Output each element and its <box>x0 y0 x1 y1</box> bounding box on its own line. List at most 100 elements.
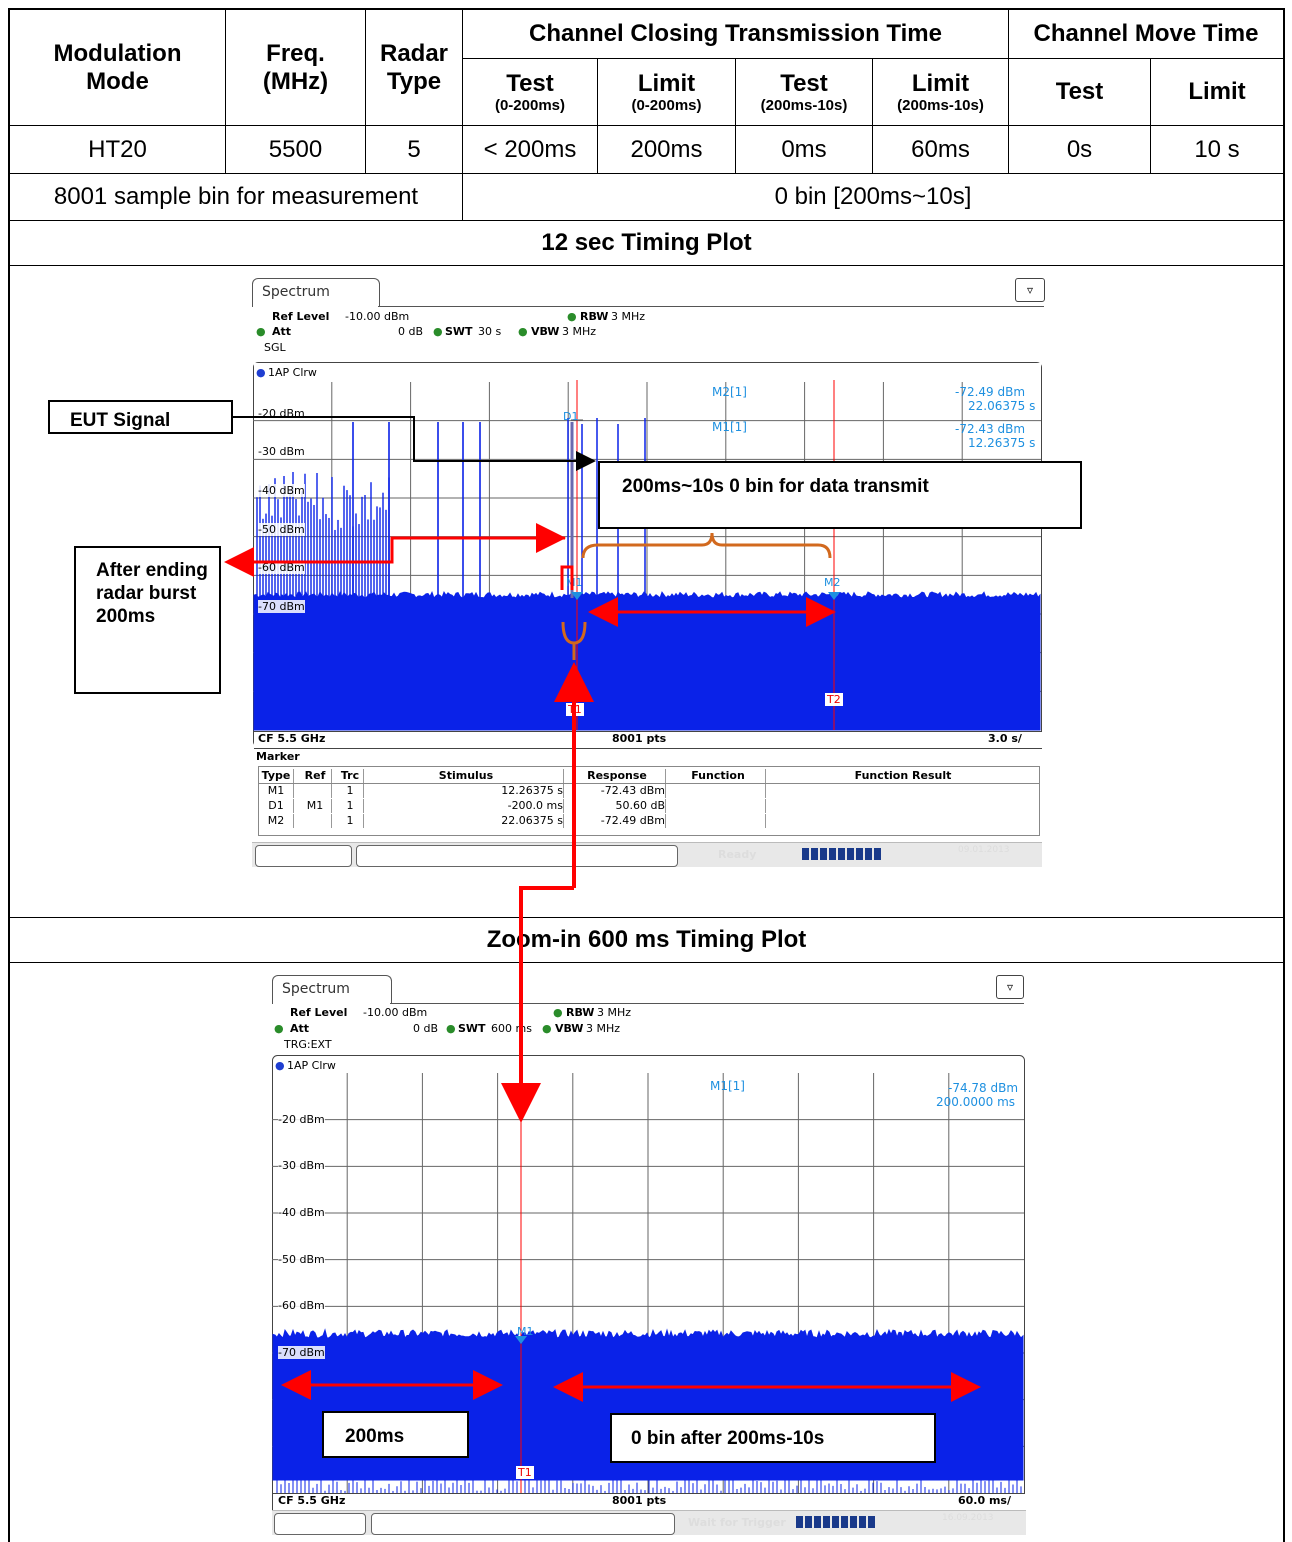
header-channel-move: Channel Move Time <box>1033 20 1259 48</box>
marker-table-cell: 1 <box>337 799 364 813</box>
ref-level-value: -10.00 dBm <box>345 310 410 323</box>
t1-flag-2: T1 <box>516 1466 534 1479</box>
swt-value: 30 s <box>478 325 502 338</box>
after-burst-arrow <box>224 536 565 577</box>
sweep-mode: SGL <box>264 341 286 354</box>
m1-readout-level: -72.43 dBm <box>955 422 1026 436</box>
marker-table-header: Trc <box>337 769 364 783</box>
plot2-title: Zoom-in 600 ms Timing Plot <box>486 926 807 953</box>
marker-table-cell <box>671 799 766 813</box>
spectrum-tab-2[interactable]: Spectrum <box>272 975 392 1004</box>
vbw-indicator-icon: ● <box>518 325 528 338</box>
after-burst-callout: After ending radar burst 200ms <box>74 546 221 694</box>
plot1-title: 12 sec Timing Plot <box>541 229 752 256</box>
trace-label-2: 1AP Clrw <box>287 1059 336 1072</box>
cell-mode: HT20 <box>88 135 147 163</box>
rbw-value-2: 3 MHz <box>597 1006 632 1019</box>
m1-readout-label-2: M1[1] <box>710 1079 745 1093</box>
rbw-label-2: RBW <box>566 1006 595 1019</box>
marker-table-title: Marker <box>256 750 300 763</box>
burst-bracket <box>560 565 574 590</box>
marker-table-cell: M2 <box>259 814 294 828</box>
marker-table-cell: D1 <box>259 799 294 813</box>
marker-table-header: Ref <box>299 769 332 783</box>
status-field-left[interactable] <box>255 845 352 867</box>
eut-signal-callout: EUT Signal <box>48 400 233 434</box>
header-limit-long: Limit (200ms-10s) <box>897 69 984 115</box>
marker-table-cell: 1 <box>337 814 364 828</box>
vbw-label: VBW <box>531 325 560 338</box>
marker-table-cell: -200.0 ms <box>369 799 564 813</box>
sweep-points-2: 8001 pts <box>612 1494 667 1507</box>
m1-readout-level-2: -74.78 dBm <box>948 1081 1019 1095</box>
m1-readout-time-2: 200.0000 ms <box>936 1095 1016 1109</box>
ref-level-value-2: -10.00 dBm <box>363 1006 428 1019</box>
rbw-indicator-icon: ● <box>567 310 577 323</box>
sample-label: 8001 sample bin for measurement <box>53 183 419 210</box>
status-field-message[interactable] <box>356 845 678 867</box>
sweep-points: 8001 pts <box>612 732 667 745</box>
vbw-value-2: 3 MHz <box>586 1022 621 1035</box>
trace-label: 1AP Clrw <box>268 366 317 379</box>
header-modulation-mode: Modulation Mode <box>53 39 182 95</box>
marker-table-cell <box>671 784 766 798</box>
trace-indicator-icon-2: ● <box>275 1059 285 1072</box>
progress-bar-icon-2 <box>796 1516 876 1528</box>
status-field-left-2[interactable] <box>274 1513 366 1535</box>
y-axis-label-2: -50 dBm <box>278 1252 325 1266</box>
marker-table-cell <box>671 814 766 828</box>
cell-test-long: 0ms <box>781 135 827 163</box>
cell-freq: 5500 <box>268 135 323 163</box>
header-radar-type: Radar Type <box>379 39 449 95</box>
cell-move-limit: 10 s <box>1194 135 1240 163</box>
vbw-value: 3 MHz <box>562 325 597 338</box>
menu-dropdown-icon-2[interactable]: ▿ <box>996 975 1024 999</box>
center-frequency-2: CF 5.5 GHz <box>278 1494 346 1507</box>
att-value-2: 0 dB <box>413 1022 439 1035</box>
m1-flag-2: M1 <box>517 1325 534 1338</box>
callout-zero-bin-after: 0 bin after 200ms-10s <box>610 1413 936 1463</box>
header-test-long: Test (200ms-10s) <box>760 69 848 115</box>
trace-indicator-icon: ● <box>256 366 266 379</box>
cell-radar-type: 5 <box>407 135 421 163</box>
header-move-limit: Limit <box>1188 78 1246 106</box>
header-limit-short: Limit (0-200ms) <box>631 69 702 115</box>
callout-200ms: 200ms <box>322 1411 469 1458</box>
att-indicator-icon-2: ● <box>274 1022 284 1035</box>
rbw-value: 3 MHz <box>611 310 646 323</box>
marker-table-cell: M1 <box>259 784 294 798</box>
att-value: 0 dB <box>398 325 424 338</box>
marker-table-cell <box>299 784 332 798</box>
marker-table-cell: -72.43 dBm <box>569 784 666 798</box>
swt-indicator-icon-2: ● <box>446 1022 456 1035</box>
spectrum-tab[interactable]: Spectrum <box>252 278 380 307</box>
marker-table-header: Function <box>671 769 766 783</box>
vbw-indicator-icon-2: ● <box>542 1022 552 1035</box>
progress-bar-icon <box>802 848 882 860</box>
menu-dropdown-icon[interactable]: ▿ <box>1015 278 1045 302</box>
status-field-message-2[interactable] <box>371 1513 675 1535</box>
cell-limit-long: 60ms <box>911 135 970 163</box>
marker-table-header: Stimulus <box>369 769 564 783</box>
swt-label-2: SWT <box>458 1022 486 1035</box>
m2-readout-level: -72.49 dBm <box>955 385 1026 399</box>
marker-table-cell <box>299 814 332 828</box>
m1-readout-time: 12.26375 s <box>968 436 1036 450</box>
y-axis-label-2: -40 dBm <box>278 1206 325 1219</box>
instrument-date-2: 16.09.2013 <box>942 1513 994 1523</box>
instrument-status: Ready <box>718 848 757 861</box>
connector-down-arrow <box>501 886 574 1123</box>
y-axis-label-2: -30 dBm <box>278 1159 325 1173</box>
y-axis-label: -50 dBm <box>258 522 305 536</box>
y-axis-label: -70 dBm <box>258 600 305 613</box>
y-axis-label-2: -60 dBm <box>278 1299 325 1313</box>
swt-label: SWT <box>445 325 473 338</box>
plot1-graph <box>253 362 1042 747</box>
m1-readout-label: M1[1] <box>712 420 747 434</box>
t2-flag: T2 <box>825 693 843 706</box>
marker-table-cell: 22.06375 s <box>369 814 564 828</box>
m2-readout-time: 22.06375 s <box>968 399 1036 413</box>
header-move-test: Test <box>1055 78 1104 106</box>
marker-table-cell: 50.60 dB <box>569 799 666 813</box>
